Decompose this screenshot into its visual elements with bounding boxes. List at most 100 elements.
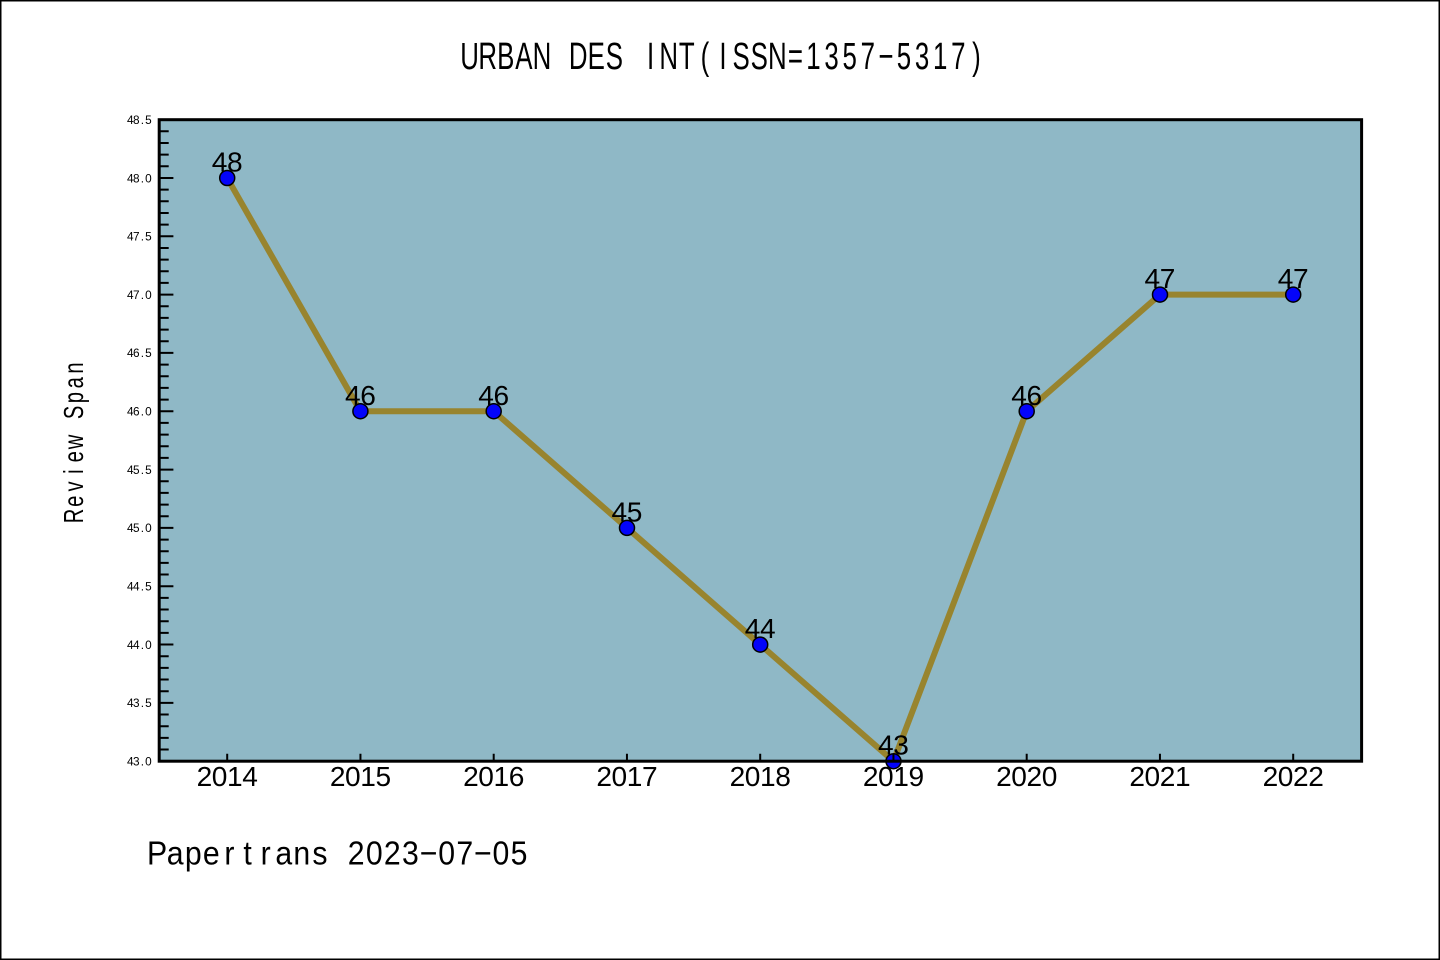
svg-text:t: t <box>243 834 252 872</box>
svg-text:v: v <box>59 481 90 492</box>
svg-text:.: . <box>141 696 144 710</box>
svg-text:P: P <box>147 834 167 872</box>
svg-text:5: 5 <box>375 761 391 792</box>
svg-text:.: . <box>141 463 144 477</box>
svg-text:4: 4 <box>133 580 140 594</box>
svg-text:1: 1 <box>893 761 909 792</box>
svg-text:7: 7 <box>642 761 658 792</box>
svg-text:R: R <box>478 35 497 77</box>
svg-text:8: 8 <box>227 146 243 177</box>
svg-text:a: a <box>59 377 90 389</box>
svg-text:4: 4 <box>1011 380 1027 411</box>
svg-text:4: 4 <box>127 580 134 594</box>
svg-text:4: 4 <box>242 761 258 792</box>
svg-text:B: B <box>497 35 514 77</box>
svg-text:.: . <box>141 405 144 419</box>
svg-text:8: 8 <box>133 113 140 127</box>
svg-text:7: 7 <box>456 834 473 872</box>
svg-text:0: 0 <box>612 761 628 792</box>
svg-text:0: 0 <box>878 761 894 792</box>
svg-text:0: 0 <box>366 834 383 872</box>
svg-text:6: 6 <box>360 380 376 411</box>
svg-text:S: S <box>59 406 90 419</box>
svg-text:4: 4 <box>127 405 134 419</box>
svg-text:5: 5 <box>145 230 152 244</box>
svg-text:9: 9 <box>908 761 924 792</box>
svg-text:.: . <box>141 638 144 652</box>
svg-text:4: 4 <box>1278 263 1294 294</box>
svg-text:5: 5 <box>843 35 857 77</box>
svg-text:a: a <box>275 834 292 872</box>
svg-text:U: U <box>460 35 479 77</box>
svg-text:5: 5 <box>133 463 140 477</box>
svg-text:e: e <box>59 451 90 462</box>
svg-text:3: 3 <box>133 696 140 710</box>
svg-text:6: 6 <box>509 761 525 792</box>
svg-text:0: 0 <box>745 761 761 792</box>
svg-text:3: 3 <box>893 730 909 761</box>
svg-text:7: 7 <box>861 35 875 77</box>
svg-text:4: 4 <box>212 146 228 177</box>
svg-text:(: ( <box>701 35 710 77</box>
svg-text:0: 0 <box>145 638 152 652</box>
svg-text:5: 5 <box>145 346 152 360</box>
svg-text:0: 0 <box>1011 761 1027 792</box>
svg-text:0: 0 <box>1042 761 1058 792</box>
svg-text:1: 1 <box>227 761 243 792</box>
svg-text:−: − <box>474 834 492 872</box>
svg-text:0: 0 <box>478 761 494 792</box>
svg-text:4: 4 <box>133 638 140 652</box>
svg-text:6: 6 <box>493 380 509 411</box>
svg-text:0: 0 <box>1145 761 1161 792</box>
svg-text:i: i <box>59 469 90 473</box>
svg-text:2: 2 <box>348 834 365 872</box>
svg-text:8: 8 <box>133 171 140 185</box>
svg-text:s: s <box>312 834 327 872</box>
svg-text:4: 4 <box>612 496 628 527</box>
svg-text:6: 6 <box>133 346 140 360</box>
svg-text:4: 4 <box>1145 263 1161 294</box>
svg-text:N: N <box>659 35 678 77</box>
svg-text:n: n <box>293 834 310 872</box>
svg-text:5: 5 <box>145 696 152 710</box>
svg-text:0: 0 <box>1278 761 1294 792</box>
svg-text:3: 3 <box>402 834 419 872</box>
svg-text:4: 4 <box>127 230 134 244</box>
svg-text:): ) <box>972 35 981 77</box>
svg-text:T: T <box>679 35 695 77</box>
svg-text:3: 3 <box>133 755 140 769</box>
svg-text:4: 4 <box>127 113 134 127</box>
svg-text:A: A <box>515 35 532 77</box>
svg-text:2: 2 <box>863 761 879 792</box>
svg-text:6: 6 <box>1026 380 1042 411</box>
svg-text:I: I <box>719 35 726 77</box>
svg-text:1: 1 <box>493 761 509 792</box>
svg-text:1: 1 <box>1175 761 1191 792</box>
svg-text:4: 4 <box>127 171 134 185</box>
svg-text:1: 1 <box>760 761 776 792</box>
svg-text:e: e <box>59 496 90 507</box>
svg-text:E: E <box>588 35 605 77</box>
svg-text:4: 4 <box>127 521 134 535</box>
svg-text:4: 4 <box>745 613 761 644</box>
svg-text:.: . <box>141 288 144 302</box>
svg-text:.: . <box>141 171 144 185</box>
svg-text:D: D <box>569 35 588 77</box>
svg-text:2: 2 <box>197 761 213 792</box>
svg-text:w: w <box>59 434 90 450</box>
svg-text:.: . <box>141 580 144 594</box>
svg-text:2: 2 <box>330 761 346 792</box>
svg-text:=: = <box>788 35 803 77</box>
svg-text:7: 7 <box>1160 263 1176 294</box>
svg-text:S: S <box>606 35 623 77</box>
svg-text:0: 0 <box>145 755 152 769</box>
svg-text:N: N <box>768 35 787 77</box>
svg-text:2: 2 <box>1026 761 1042 792</box>
svg-text:0: 0 <box>438 834 455 872</box>
svg-text:4: 4 <box>127 346 134 360</box>
svg-text:0: 0 <box>493 834 510 872</box>
svg-text:7: 7 <box>1293 263 1309 294</box>
svg-text:I: I <box>647 35 654 77</box>
svg-text:2: 2 <box>463 761 479 792</box>
svg-text:5: 5 <box>627 496 643 527</box>
